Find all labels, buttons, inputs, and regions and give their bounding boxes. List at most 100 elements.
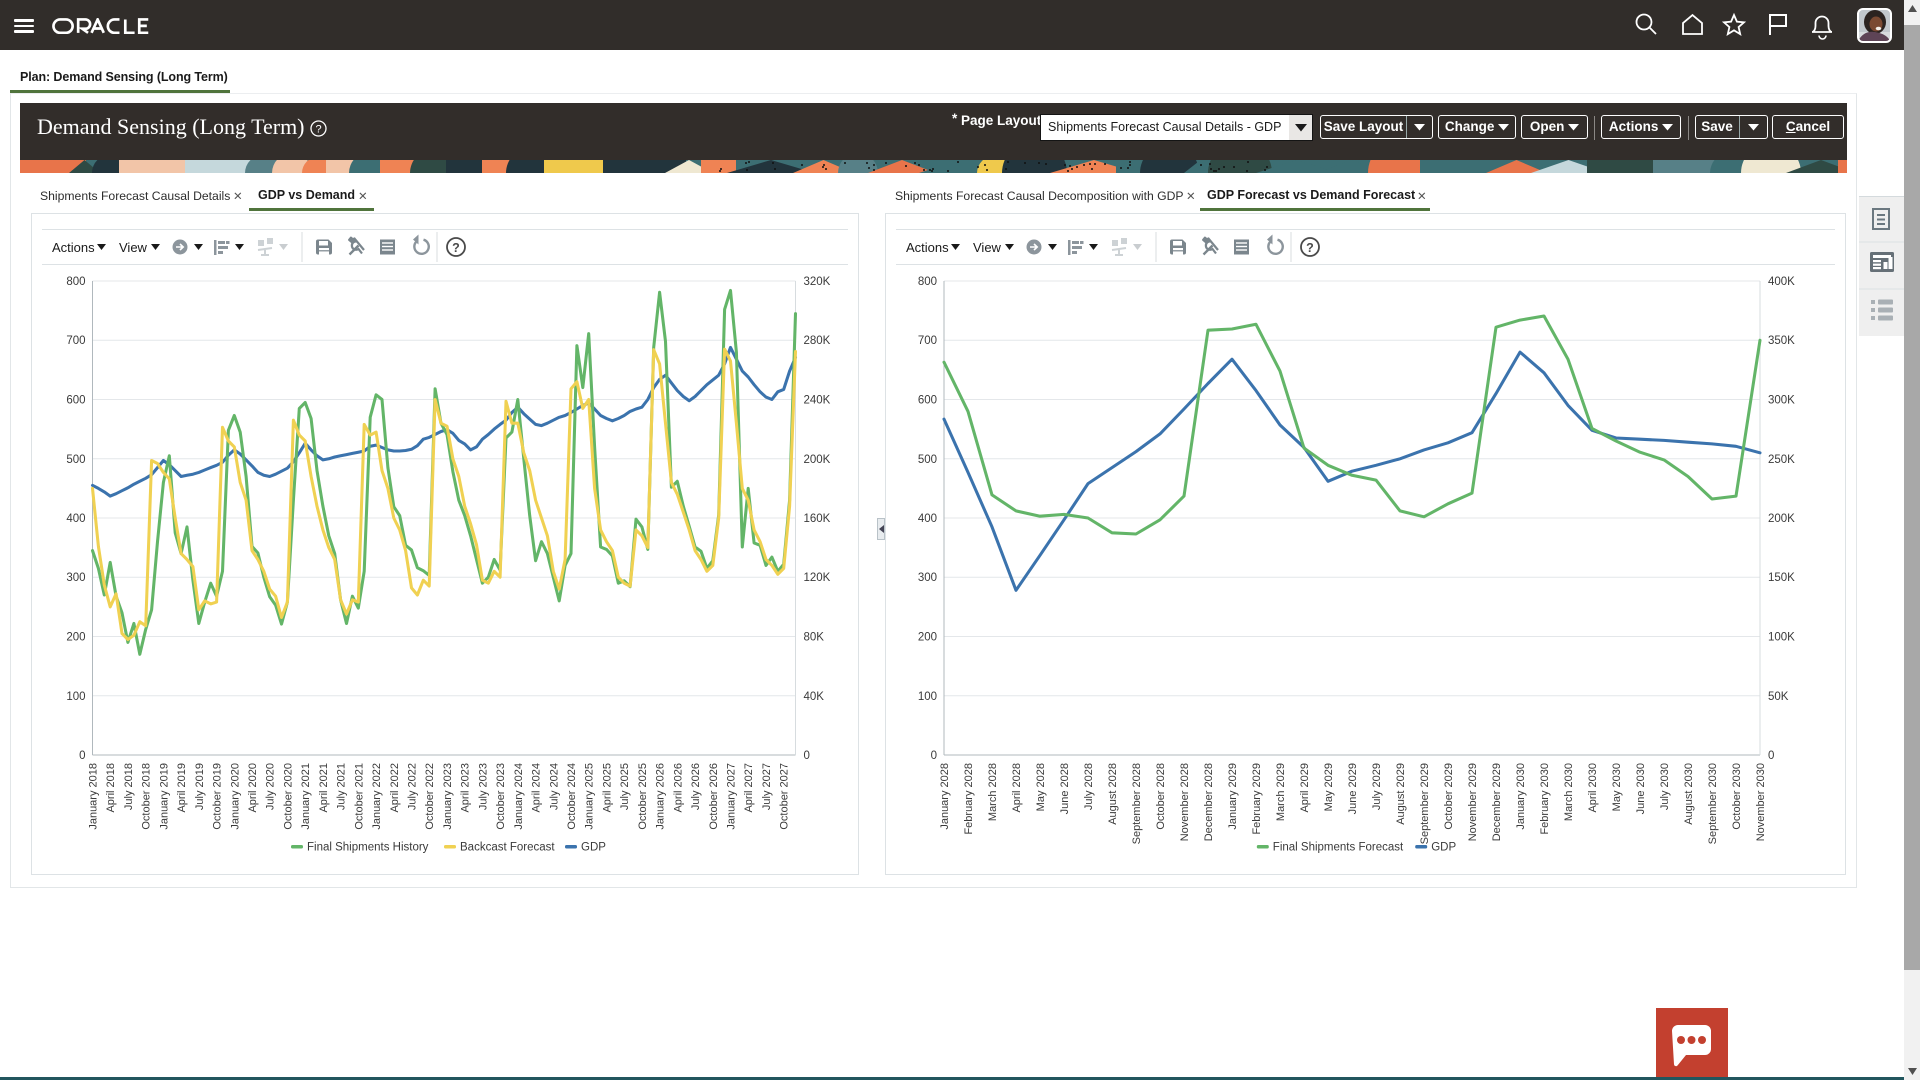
svg-text:March 2028: March 2028 <box>987 763 999 821</box>
svg-text:October 2022: October 2022 <box>424 763 436 830</box>
svg-text:July 2019: July 2019 <box>194 763 206 810</box>
svg-text:January 2026: January 2026 <box>655 763 667 830</box>
svg-text:October 2023: October 2023 <box>495 763 507 830</box>
svg-text:150K: 150K <box>1768 572 1795 584</box>
svg-text:October 2029: October 2029 <box>1443 763 1455 830</box>
svg-text:May 2028: May 2028 <box>1035 763 1047 811</box>
svg-text:300K: 300K <box>1768 395 1795 407</box>
svg-text:600: 600 <box>66 395 85 407</box>
svg-text:October 2025: October 2025 <box>637 763 649 830</box>
svg-text:Final Shipments Forecast: Final Shipments Forecast <box>1273 842 1404 854</box>
svg-text:July 2022: July 2022 <box>407 763 419 810</box>
svg-text:250K: 250K <box>1768 454 1795 466</box>
svg-text:January 2025: January 2025 <box>584 763 596 830</box>
svg-text:January 2023: January 2023 <box>442 763 454 830</box>
svg-text:January 2024: January 2024 <box>513 763 525 830</box>
svg-text:November 2030: November 2030 <box>1755 763 1767 841</box>
svg-text:Backcast Forecast: Backcast Forecast <box>460 842 555 854</box>
svg-text:August 2028: August 2028 <box>1107 763 1119 825</box>
svg-text:Final Shipments History: Final Shipments History <box>307 842 429 854</box>
svg-text:800: 800 <box>66 276 85 288</box>
svg-text:April 2020: April 2020 <box>247 763 259 813</box>
svg-text:March 2029: March 2029 <box>1275 763 1287 821</box>
svg-text:April 2022: April 2022 <box>389 763 401 813</box>
svg-text:View: View <box>973 240 1002 255</box>
svg-text:100: 100 <box>66 691 85 703</box>
svg-text:January 2019: January 2019 <box>158 763 170 830</box>
svg-text:July 2024: July 2024 <box>548 763 560 810</box>
svg-text:280K: 280K <box>804 335 831 347</box>
svg-text:500: 500 <box>918 454 937 466</box>
svg-text:July 2018: July 2018 <box>123 763 135 810</box>
svg-text:July 2028: July 2028 <box>1083 763 1095 810</box>
svg-text:100K: 100K <box>1768 632 1795 644</box>
svg-text:200K: 200K <box>1768 513 1795 525</box>
svg-text:September 2028: September 2028 <box>1131 763 1143 844</box>
svg-text:April 2019: April 2019 <box>176 763 188 813</box>
svg-text:April 2021: April 2021 <box>318 763 330 813</box>
svg-text:October 2027: October 2027 <box>779 763 791 830</box>
svg-text:160K: 160K <box>804 513 831 525</box>
svg-text:0: 0 <box>1768 750 1774 762</box>
svg-text:Actions: Actions <box>906 240 949 255</box>
svg-text:July 2027: July 2027 <box>761 763 773 810</box>
svg-text:May 2030: May 2030 <box>1611 763 1623 811</box>
svg-text:August 2029: August 2029 <box>1395 763 1407 825</box>
svg-text:400K: 400K <box>1768 276 1795 288</box>
svg-text:July 2030: July 2030 <box>1659 763 1671 810</box>
svg-text:January 2027: January 2027 <box>726 763 738 830</box>
svg-text:300: 300 <box>918 572 937 584</box>
svg-text:300: 300 <box>66 572 85 584</box>
svg-text:400: 400 <box>66 513 85 525</box>
svg-text:50K: 50K <box>1768 691 1789 703</box>
svg-text:October 2018: October 2018 <box>141 763 153 830</box>
svg-text:October 2028: October 2028 <box>1155 763 1167 830</box>
svg-text:0: 0 <box>804 750 810 762</box>
svg-text:200K: 200K <box>804 454 831 466</box>
svg-text:0: 0 <box>79 750 85 762</box>
svg-text:October 2021: October 2021 <box>353 763 365 830</box>
svg-text:200: 200 <box>66 632 85 644</box>
svg-text:July 2025: July 2025 <box>619 763 631 810</box>
svg-text:June 2030: June 2030 <box>1635 763 1647 814</box>
svg-text:December 2028: December 2028 <box>1203 763 1215 841</box>
svg-text:120K: 120K <box>804 572 831 584</box>
svg-text:April 2027: April 2027 <box>743 763 755 813</box>
svg-text:July 2021: July 2021 <box>336 763 348 810</box>
svg-text:October 2020: October 2020 <box>282 763 294 830</box>
svg-text:April 2025: April 2025 <box>602 763 614 813</box>
svg-text:November 2029: November 2029 <box>1467 763 1479 841</box>
svg-text:January 2018: January 2018 <box>88 763 100 830</box>
svg-text:40K: 40K <box>804 691 825 703</box>
svg-text:May 2029: May 2029 <box>1323 763 1335 811</box>
svg-text:June 2028: June 2028 <box>1059 763 1071 814</box>
svg-text:April 2026: April 2026 <box>672 763 684 813</box>
svg-text:80K: 80K <box>804 632 825 644</box>
svg-text:February 2029: February 2029 <box>1251 763 1263 835</box>
svg-text:October 2024: October 2024 <box>566 763 578 830</box>
svg-text:September 2030: September 2030 <box>1707 763 1719 844</box>
svg-text:July 2026: July 2026 <box>690 763 702 810</box>
svg-text:April 2028: April 2028 <box>1011 763 1023 813</box>
svg-text:320K: 320K <box>804 276 831 288</box>
svg-text:January 2029: January 2029 <box>1227 763 1239 830</box>
svg-text:October 2030: October 2030 <box>1731 763 1743 830</box>
svg-text:700: 700 <box>66 335 85 347</box>
svg-text:?: ? <box>315 124 321 136</box>
svg-text:GDP: GDP <box>1431 842 1456 854</box>
svg-text:January 2028: January 2028 <box>939 763 951 830</box>
svg-text:600: 600 <box>918 395 937 407</box>
svg-text:July 2023: July 2023 <box>477 763 489 810</box>
svg-text:350K: 350K <box>1768 335 1795 347</box>
svg-text:January 2030: January 2030 <box>1515 763 1527 830</box>
svg-text:0: 0 <box>931 750 937 762</box>
svg-text:October 2019: October 2019 <box>212 763 224 830</box>
svg-text:April 2023: April 2023 <box>460 763 472 813</box>
svg-text:?: ? <box>452 241 460 255</box>
svg-text:Actions: Actions <box>52 240 95 255</box>
svg-text:August 2030: August 2030 <box>1683 763 1695 825</box>
svg-text:February 2030: February 2030 <box>1539 763 1551 835</box>
svg-text:400: 400 <box>918 513 937 525</box>
svg-text:800: 800 <box>918 276 937 288</box>
svg-text:September 2029: September 2029 <box>1419 763 1431 844</box>
